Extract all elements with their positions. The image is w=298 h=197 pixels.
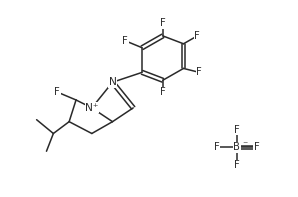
Text: ⁻: ⁻ xyxy=(243,140,248,150)
Text: F: F xyxy=(55,87,60,97)
Text: N: N xyxy=(108,77,117,87)
Text: F: F xyxy=(254,142,259,152)
Text: N⁺: N⁺ xyxy=(85,103,99,113)
Text: F: F xyxy=(234,125,240,135)
Text: F: F xyxy=(234,160,240,170)
Text: F: F xyxy=(214,142,220,152)
Text: F: F xyxy=(194,31,200,41)
Text: F: F xyxy=(160,18,166,28)
Text: B: B xyxy=(233,142,240,152)
Text: F: F xyxy=(160,87,166,97)
Text: F: F xyxy=(122,36,128,46)
Text: F: F xyxy=(196,67,202,77)
